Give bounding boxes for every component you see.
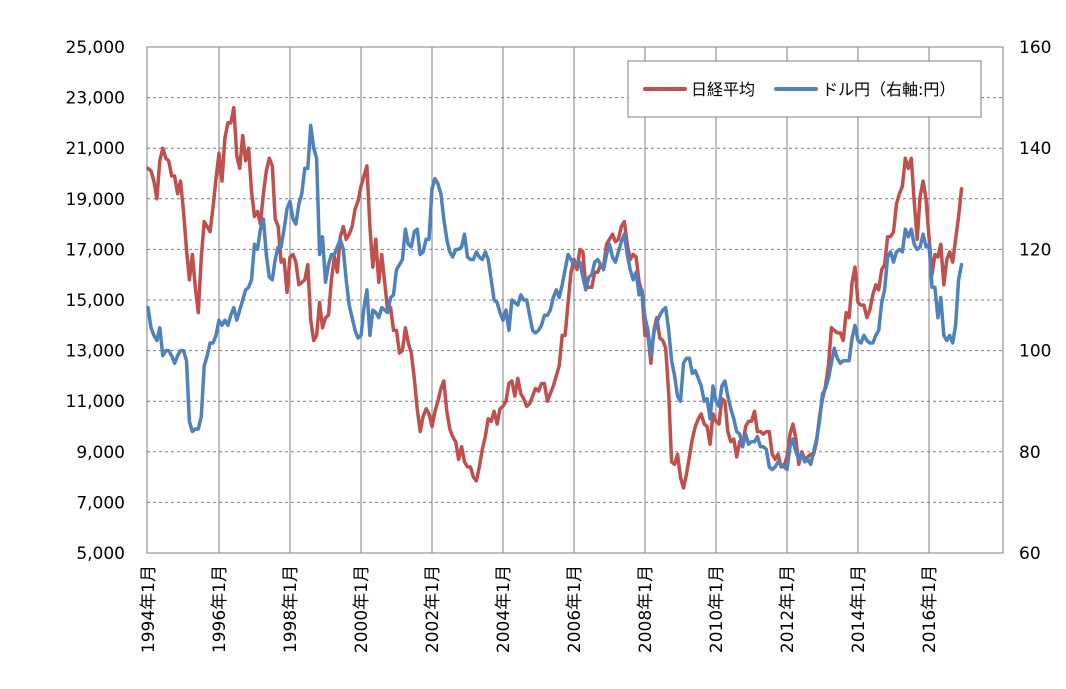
series-lines — [146, 105, 964, 490]
x-tick-label: 2016年1月 — [920, 565, 940, 653]
x-tick-label: 2012年1月 — [778, 565, 798, 653]
x-tick-label: 2006年1月 — [565, 565, 585, 653]
right-tick-label: 100 — [1019, 342, 1051, 362]
legend: 日経平均 ドル円（右軸:円） — [627, 60, 982, 118]
right-tick-label: 160 — [1019, 38, 1051, 58]
left-tick-label: 19,000 — [66, 190, 125, 210]
left-tick-label: 17,000 — [66, 240, 125, 260]
left-tick-label: 11,000 — [66, 392, 125, 412]
left-tick-label: 23,000 — [66, 89, 125, 109]
left-tick-label: 15,000 — [66, 291, 125, 311]
right-tick-label: 60 — [1019, 544, 1041, 564]
x-tick-label: 1998年1月 — [281, 565, 301, 653]
left-tick-label: 5,000 — [76, 544, 125, 564]
x-tick-label: 2008年1月 — [636, 565, 656, 653]
x-tick-label: 2004年1月 — [494, 565, 514, 653]
x-axis-ticks: 1994年1月 1996年1月 1998年1月 2000年1月 2002年1月 2004年… — [139, 565, 940, 653]
x-tick-label: 2010年1月 — [707, 565, 727, 653]
right-axis-ticks: 60 80 100 120 140 160 — [1019, 38, 1051, 564]
usdjpy-line — [146, 123, 964, 472]
left-tick-label: 7,000 — [76, 493, 125, 513]
left-axis-ticks: 5,000 7,000 9,000 11,000 13,000 15,000 17,000 1… — [66, 38, 125, 564]
plot-area-border — [146, 46, 1004, 554]
legend-label-nikkei: 日経平均 — [691, 80, 755, 99]
x-tick-label: 1994年1月 — [139, 565, 159, 653]
x-tick-label: 2014年1月 — [849, 565, 869, 653]
legend-label-usdjpy: ドル円（右軸:円） — [822, 80, 955, 99]
horizontal-gridlines — [147, 46, 1003, 503]
left-tick-label: 21,000 — [66, 139, 125, 159]
x-tick-label: 2000年1月 — [352, 565, 372, 653]
left-tick-label: 13,000 — [66, 342, 125, 362]
x-tick-label: 1996年1月 — [210, 565, 230, 653]
right-tick-label: 140 — [1019, 139, 1051, 159]
x-tick-label: 2002年1月 — [423, 565, 443, 653]
right-tick-label: 80 — [1019, 443, 1041, 463]
left-tick-label: 9,000 — [76, 443, 125, 463]
right-tick-label: 120 — [1019, 240, 1051, 260]
left-tick-label: 25,000 — [66, 38, 125, 58]
